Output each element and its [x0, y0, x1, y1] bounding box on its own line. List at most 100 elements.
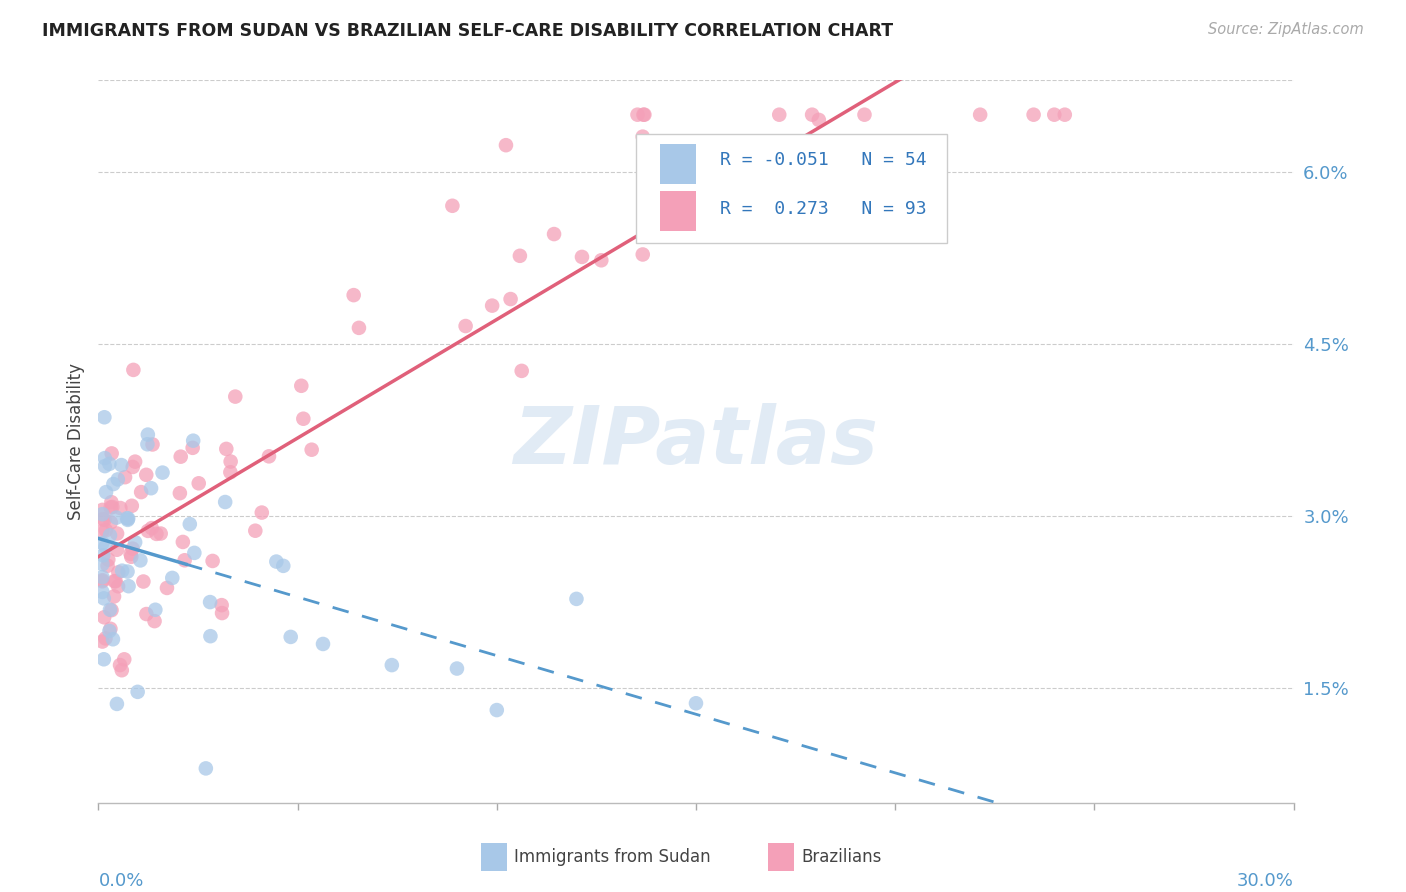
Point [543, 227, 565, 241]
Point [91, 585, 114, 599]
Point [93, 513, 115, 527]
Point [343, 288, 366, 302]
Point [91, 507, 114, 521]
Point [441, 199, 464, 213]
Point [807, 112, 830, 127]
Point [194, 761, 217, 775]
Bar [661, 144, 696, 184]
Point [91, 574, 114, 589]
Point [91, 536, 114, 550]
Point [98, 457, 121, 471]
Point [105, 526, 128, 541]
Point [266, 555, 288, 569]
Point [94, 485, 117, 500]
Point [100, 622, 122, 636]
Point [485, 703, 508, 717]
Point [198, 595, 221, 609]
Point [105, 697, 128, 711]
Point [107, 566, 129, 580]
Point [107, 472, 129, 486]
Point [633, 108, 655, 122]
Point [685, 696, 707, 710]
Point [103, 574, 125, 588]
Point [143, 603, 166, 617]
Point [211, 606, 233, 620]
Point [120, 547, 142, 561]
Point [112, 652, 135, 666]
Point [97, 552, 120, 566]
Point [631, 247, 654, 261]
Point [145, 527, 167, 541]
Point [183, 546, 205, 560]
Point [499, 292, 522, 306]
Point [454, 319, 477, 334]
Point [201, 554, 224, 568]
Point [141, 437, 163, 451]
Y-axis label: Self-Care Disability: Self-Care Disability [66, 363, 84, 520]
Point [94, 540, 117, 554]
Point [271, 558, 294, 573]
Point [200, 629, 222, 643]
Point [108, 658, 131, 673]
Point [219, 465, 242, 479]
Point [100, 446, 122, 460]
Point [136, 437, 159, 451]
Point [117, 511, 139, 525]
Point [446, 661, 468, 675]
Text: R = -0.051   N = 54: R = -0.051 N = 54 [720, 152, 927, 169]
Point [93, 610, 115, 624]
Text: 0.0%: 0.0% [98, 871, 143, 889]
Point [347, 321, 370, 335]
Point [100, 603, 122, 617]
Point [141, 521, 163, 535]
Point [179, 517, 201, 532]
Point [172, 535, 194, 549]
Point [91, 634, 114, 648]
Point [105, 542, 128, 557]
Point [224, 390, 246, 404]
Point [495, 138, 517, 153]
Point [98, 528, 121, 542]
Point [111, 564, 134, 578]
Text: Immigrants from Sudan: Immigrants from Sudan [515, 848, 711, 866]
Point [121, 499, 143, 513]
Point [1043, 108, 1066, 122]
Bar [661, 192, 696, 231]
Point [117, 513, 139, 527]
Point [93, 410, 115, 425]
Point [214, 495, 236, 509]
Point [969, 108, 991, 122]
Point [143, 614, 166, 628]
Point [149, 526, 172, 541]
Point [91, 570, 114, 584]
Point [481, 299, 503, 313]
Point [94, 632, 117, 646]
Text: R =  0.273   N = 93: R = 0.273 N = 93 [720, 200, 927, 218]
Point [91, 557, 114, 571]
Point [93, 652, 115, 666]
Point [105, 510, 128, 524]
Point [509, 249, 531, 263]
Point [110, 501, 132, 516]
FancyBboxPatch shape [637, 135, 948, 243]
Point [381, 658, 404, 673]
Point [91, 524, 114, 538]
Point [94, 451, 117, 466]
Text: 30.0%: 30.0% [1237, 871, 1294, 889]
Point [591, 253, 613, 268]
Point [187, 476, 209, 491]
Point [280, 630, 302, 644]
Point [103, 477, 125, 491]
Point [215, 442, 238, 456]
Point [121, 541, 143, 556]
Point [571, 250, 593, 264]
Text: Brazilians: Brazilians [801, 848, 882, 866]
Point [633, 108, 655, 122]
Point [170, 450, 193, 464]
Point [101, 632, 124, 647]
Point [114, 470, 136, 484]
Point [136, 524, 159, 538]
Point [94, 459, 117, 474]
Bar [768, 843, 794, 871]
Point [117, 579, 139, 593]
